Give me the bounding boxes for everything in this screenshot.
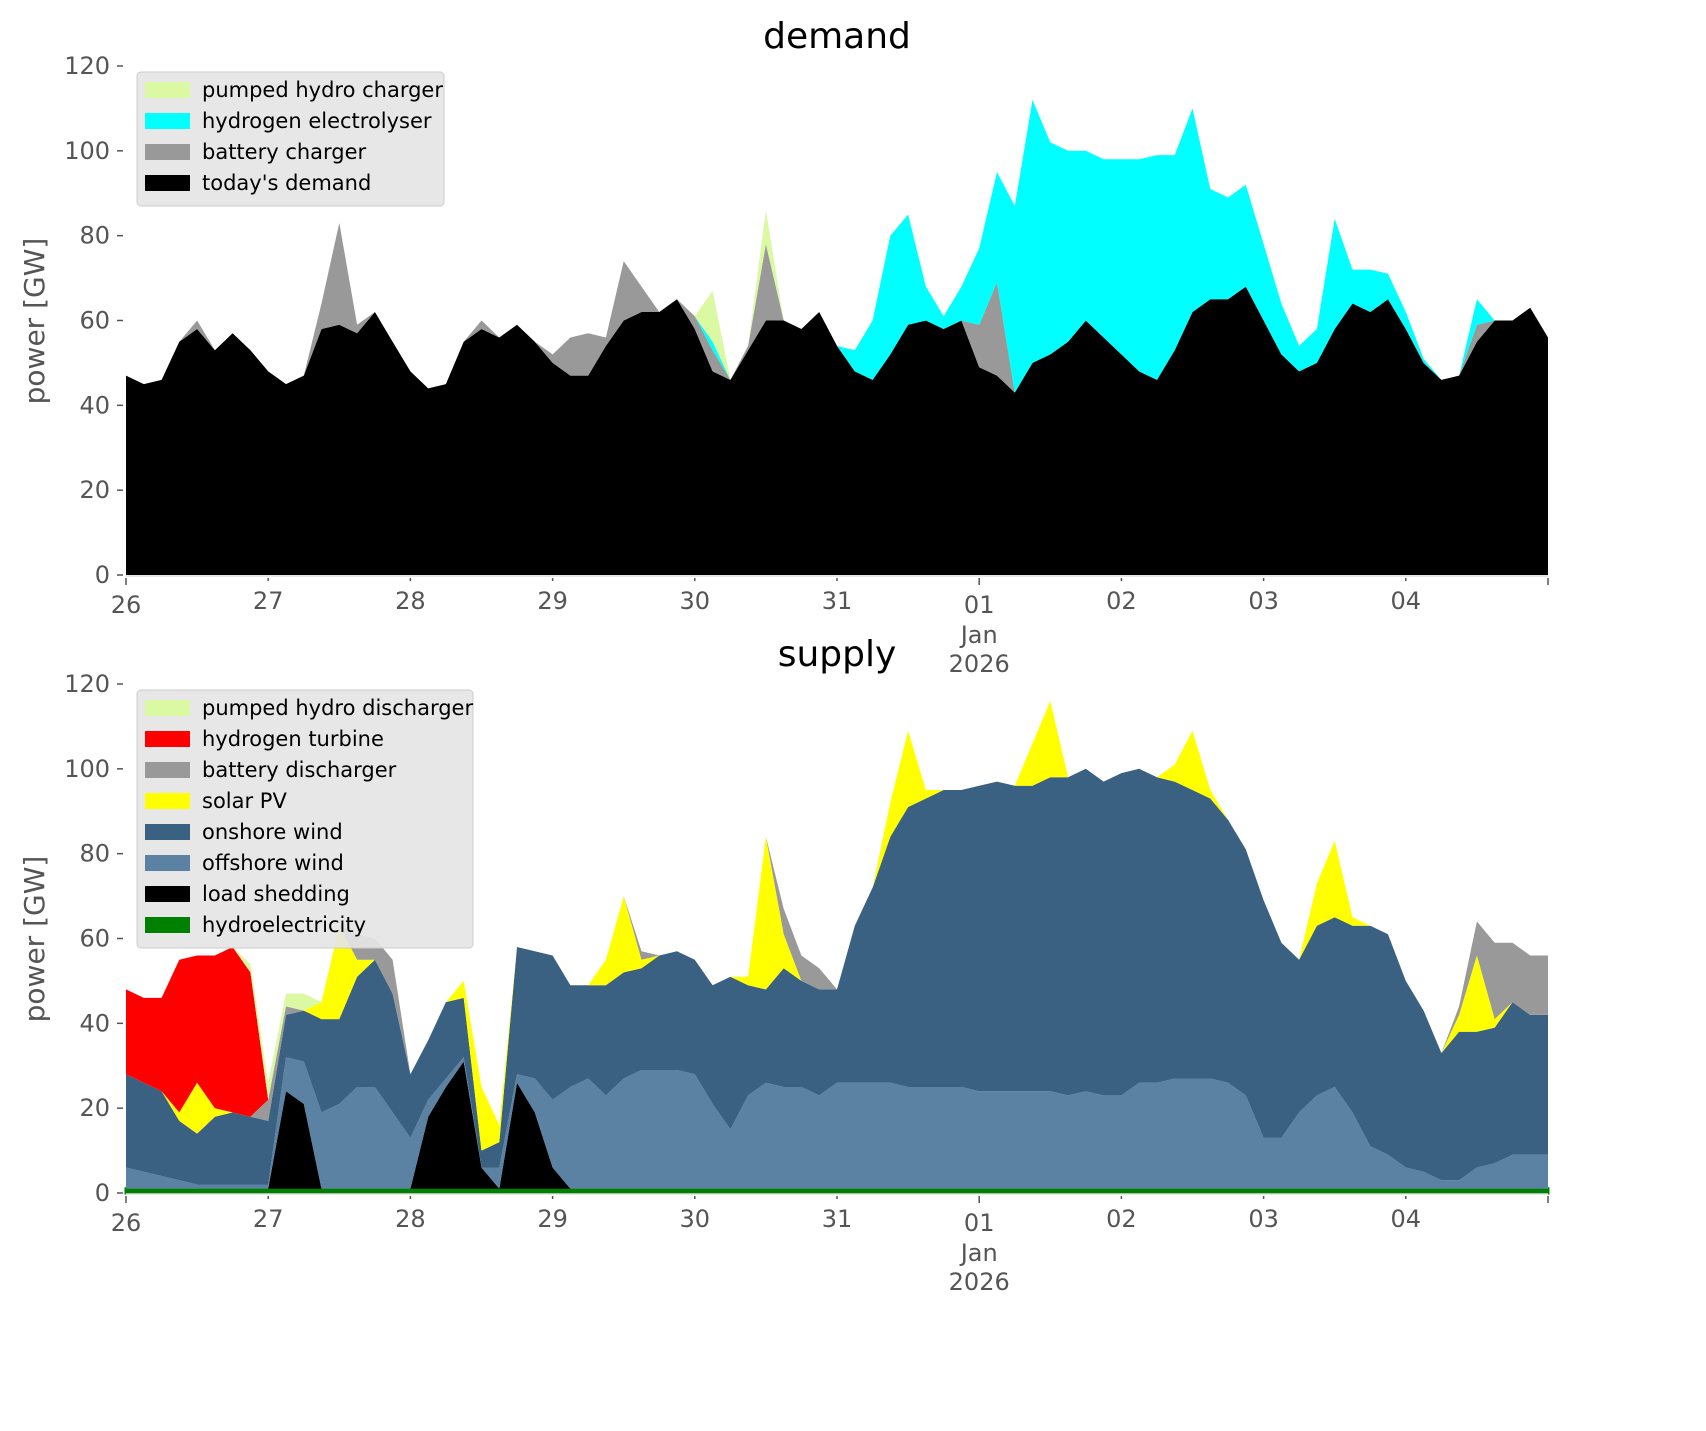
demand-legend-label-hydrogen-electrolyser: hydrogen electrolyser [202, 109, 432, 133]
supply-legend: pumped hydro discharger hydrogen turbine b… [136, 689, 474, 949]
supply-y-tick-label: 40 [79, 1009, 110, 1037]
supply-legend-label-offshore-wind: offshore wind [202, 851, 344, 875]
demand-legend-swatch-hydrogen-electrolyser [145, 113, 190, 129]
demand-x-tick-label: 28 [395, 587, 426, 615]
supply-x-tick-label: 27 [253, 1205, 284, 1233]
supply-legend-label-hydrogen-turbine: hydrogen turbine [202, 727, 384, 751]
supply-legend-swatch-hydroelectricity [145, 917, 190, 933]
demand-y-ticks: 0 20 40 60 80 100 120 [64, 52, 123, 589]
supply-x-tick-label: 29 [537, 1205, 568, 1233]
demand-legend-swatch-battery-charger [145, 144, 190, 160]
demand-y-tick-label: 80 [79, 222, 110, 250]
demand-x-tick-label: 30 [680, 587, 711, 615]
supply-y-tick-label: 20 [79, 1094, 110, 1122]
supply-y-tick-label: 120 [64, 670, 110, 698]
demand-legend-swatch-pumped-hydro-charger [145, 82, 190, 98]
demand-legend-box [136, 71, 445, 207]
supply-x-tick-sublabel: Jan [959, 1239, 998, 1267]
demand-y-tick-label: 100 [64, 137, 110, 165]
supply-x-tick-label: 28 [395, 1205, 426, 1233]
demand-legend: pumped hydro charger hydrogen electrolyse… [136, 71, 445, 207]
demand-y-tick-label: 40 [79, 391, 110, 419]
demand-y-tick-label: 0 [95, 561, 110, 589]
supply-area-offshore-wind [126, 1057, 1548, 1189]
demand-area-today-s-demand [126, 286, 1548, 575]
supply-x-tick-label: 31 [822, 1205, 853, 1233]
supply-area-hydroelectricity [124, 1187, 1550, 1195]
supply-legend-swatch-solar-pv [145, 793, 190, 809]
demand-x-tick-label: 27 [253, 587, 284, 615]
demand-y-tick-label: 120 [64, 52, 110, 80]
supply-x-tick-sublabel: 2026 [949, 1268, 1010, 1296]
supply-areas [124, 701, 1550, 1195]
supply-legend-box [136, 689, 474, 949]
demand-x-tick-label: 31 [822, 587, 853, 615]
demand-x-tick-label: 04 [1391, 587, 1422, 615]
supply-x-tick-label: 02 [1106, 1205, 1137, 1233]
supply-legend-swatch-battery-discharger [145, 762, 190, 778]
demand-legend-label-battery-charger: battery charger [202, 140, 367, 164]
supply-legend-swatch-pumped-hydro-discharger [145, 700, 190, 716]
demand-x-tick-sublabel: 2026 [949, 650, 1010, 678]
supply-x-tick-label: 01 [964, 1209, 995, 1237]
supply-legend-label-pumped-hydro-discharger: pumped hydro discharger [202, 696, 473, 720]
demand-x-tick-label: 02 [1106, 587, 1137, 615]
demand-legend-label-today-s-demand: today's demand [202, 171, 371, 195]
supply-x-tick-label: 04 [1391, 1205, 1422, 1233]
demand-y-axis-label: power [GW] [18, 238, 51, 405]
supply-legend-label-onshore-wind: onshore wind [202, 820, 343, 844]
demand-legend-label-pumped-hydro-charger: pumped hydro charger [202, 78, 443, 102]
demand-y-tick-label: 20 [79, 476, 110, 504]
supply-x-tick-label: 30 [680, 1205, 711, 1233]
demand-area-hydrogen-electrolyser [126, 99, 1548, 393]
demand-x-tick-label: 01 [964, 591, 995, 619]
supply-x-tick-label: 03 [1248, 1205, 1279, 1233]
demand-x-tick-label: 26 [111, 591, 142, 619]
supply-y-tick-label: 60 [79, 925, 110, 953]
demand-y-tick-label: 60 [79, 307, 110, 335]
demand-title: demand [763, 16, 911, 57]
supply-legend-label-battery-discharger: battery discharger [202, 758, 397, 782]
supply-legend-label-hydroelectricity: hydroelectricity [202, 913, 366, 937]
supply-area-onshore-wind [126, 768, 1548, 1185]
supply-y-axis-label: power [GW] [18, 856, 51, 1023]
demand-legend-swatch-today-s-demand [145, 175, 190, 191]
supply-legend-swatch-load-shedding [145, 886, 190, 902]
demand-x-tick-sublabel: Jan [959, 621, 998, 649]
supply-y-tick-label: 0 [95, 1179, 110, 1207]
demand-x-tick-label: 03 [1248, 587, 1279, 615]
supply-title: supply [778, 634, 897, 675]
supply-y-tick-label: 100 [64, 755, 110, 783]
supply-legend-swatch-onshore-wind [145, 824, 190, 840]
supply-y-ticks: 0 20 40 60 80 100 120 [64, 670, 123, 1207]
supply-x-tick-label: 26 [111, 1209, 142, 1237]
supply-legend-label-solar-pv: solar PV [202, 789, 287, 813]
demand-areas [126, 99, 1548, 575]
supply-legend-swatch-hydrogen-turbine [145, 731, 190, 747]
supply-legend-label-load-shedding: load shedding [202, 882, 350, 906]
supply-legend-swatch-offshore-wind [145, 855, 190, 871]
demand-x-tick-label: 29 [537, 587, 568, 615]
supply-y-tick-label: 80 [79, 840, 110, 868]
